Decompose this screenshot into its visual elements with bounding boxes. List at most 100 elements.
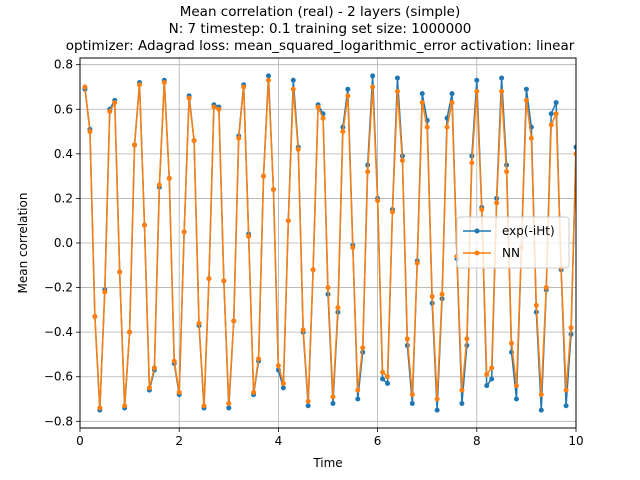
data-point <box>122 403 128 409</box>
data-point <box>305 398 311 404</box>
data-point <box>112 100 118 106</box>
data-point <box>563 403 569 409</box>
data-point <box>82 84 88 90</box>
x-tick-label: 6 <box>374 434 382 448</box>
x-tick-label: 8 <box>473 434 481 448</box>
data-point <box>216 106 222 112</box>
data-point <box>499 88 505 94</box>
data-point <box>528 135 534 141</box>
data-point <box>494 200 500 206</box>
data-point <box>211 104 217 110</box>
data-point <box>375 198 381 204</box>
data-point <box>489 365 495 371</box>
data-point <box>256 356 262 362</box>
data-point <box>320 115 326 121</box>
data-point <box>241 84 247 90</box>
data-point <box>226 405 232 411</box>
data-point <box>186 95 192 101</box>
data-point <box>270 187 276 193</box>
data-point <box>350 244 356 250</box>
data-point <box>474 88 480 94</box>
x-tick-label: 10 <box>568 434 583 448</box>
data-point <box>434 407 440 413</box>
data-point <box>280 380 286 386</box>
data-point <box>573 151 576 157</box>
y-axis: −0.8 −0.6 −0.4 −0.2 0.0 0.2 0.4 0.6 0.8 <box>44 58 80 428</box>
data-point <box>419 91 425 97</box>
data-point <box>523 97 529 103</box>
data-point <box>523 86 529 92</box>
data-point <box>538 392 544 398</box>
data-point <box>221 278 227 284</box>
x-tick-label: 4 <box>275 434 283 448</box>
y-tick-label: 0.0 <box>54 236 73 250</box>
legend-marker-nn <box>474 250 480 256</box>
data-point <box>246 233 252 239</box>
data-point <box>409 400 415 406</box>
data-point <box>171 358 177 364</box>
y-tick-label: −0.6 <box>44 370 73 384</box>
chart-title-line-2: N: 7 timestep: 0.1 training set size: 10… <box>169 21 472 37</box>
data-point <box>538 407 544 413</box>
data-point <box>340 129 346 135</box>
data-point <box>469 160 475 166</box>
data-point <box>459 387 465 393</box>
data-point <box>385 374 391 380</box>
data-point <box>325 285 331 291</box>
data-point <box>251 389 257 395</box>
data-point <box>459 400 465 406</box>
data-point <box>389 209 395 215</box>
data-point <box>290 77 296 83</box>
data-point <box>330 394 336 400</box>
data-point <box>280 385 286 391</box>
data-point <box>137 82 143 88</box>
data-point <box>97 405 103 411</box>
data-point <box>568 325 574 331</box>
data-point <box>355 387 361 393</box>
data-point <box>380 369 386 375</box>
legend-label-exp: exp(-iHt) <box>502 224 555 238</box>
data-point <box>370 84 376 90</box>
data-point <box>305 403 311 409</box>
data-point <box>285 218 291 224</box>
x-tick-label: 0 <box>76 434 84 448</box>
data-point <box>370 73 376 79</box>
legend-marker-exp <box>474 228 480 234</box>
data-point <box>419 100 425 106</box>
data-point <box>201 403 207 409</box>
data-point <box>543 285 549 291</box>
data-point <box>513 383 519 389</box>
data-point <box>489 376 495 382</box>
data-point <box>290 86 296 92</box>
data-point <box>360 345 366 351</box>
y-tick-label: 0.2 <box>54 191 73 205</box>
data-point <box>176 389 182 395</box>
data-point <box>444 124 450 130</box>
data-point <box>92 314 98 320</box>
data-point <box>484 372 490 378</box>
data-point <box>295 146 301 152</box>
data-point <box>414 260 420 266</box>
y-tick-label: −0.8 <box>44 414 73 428</box>
data-point <box>146 385 152 391</box>
data-point <box>231 318 237 324</box>
data-point <box>166 175 172 181</box>
data-point <box>151 365 157 371</box>
legend-label-nn: NN <box>502 246 520 260</box>
x-tick-label: 2 <box>175 434 183 448</box>
data-point <box>196 320 202 326</box>
series-1 <box>82 77 576 411</box>
data-point <box>141 222 147 228</box>
data-point <box>399 158 405 164</box>
data-point <box>573 144 576 150</box>
x-axis: 0 2 4 6 8 10 <box>76 428 584 448</box>
data-point <box>265 73 271 79</box>
data-point <box>553 100 559 106</box>
data-point <box>275 363 281 369</box>
data-point <box>563 387 569 393</box>
data-point <box>429 293 435 299</box>
y-axis-label: Mean correlation <box>16 193 30 294</box>
data-point <box>409 392 415 398</box>
data-point <box>513 396 519 402</box>
data-point <box>345 86 351 92</box>
